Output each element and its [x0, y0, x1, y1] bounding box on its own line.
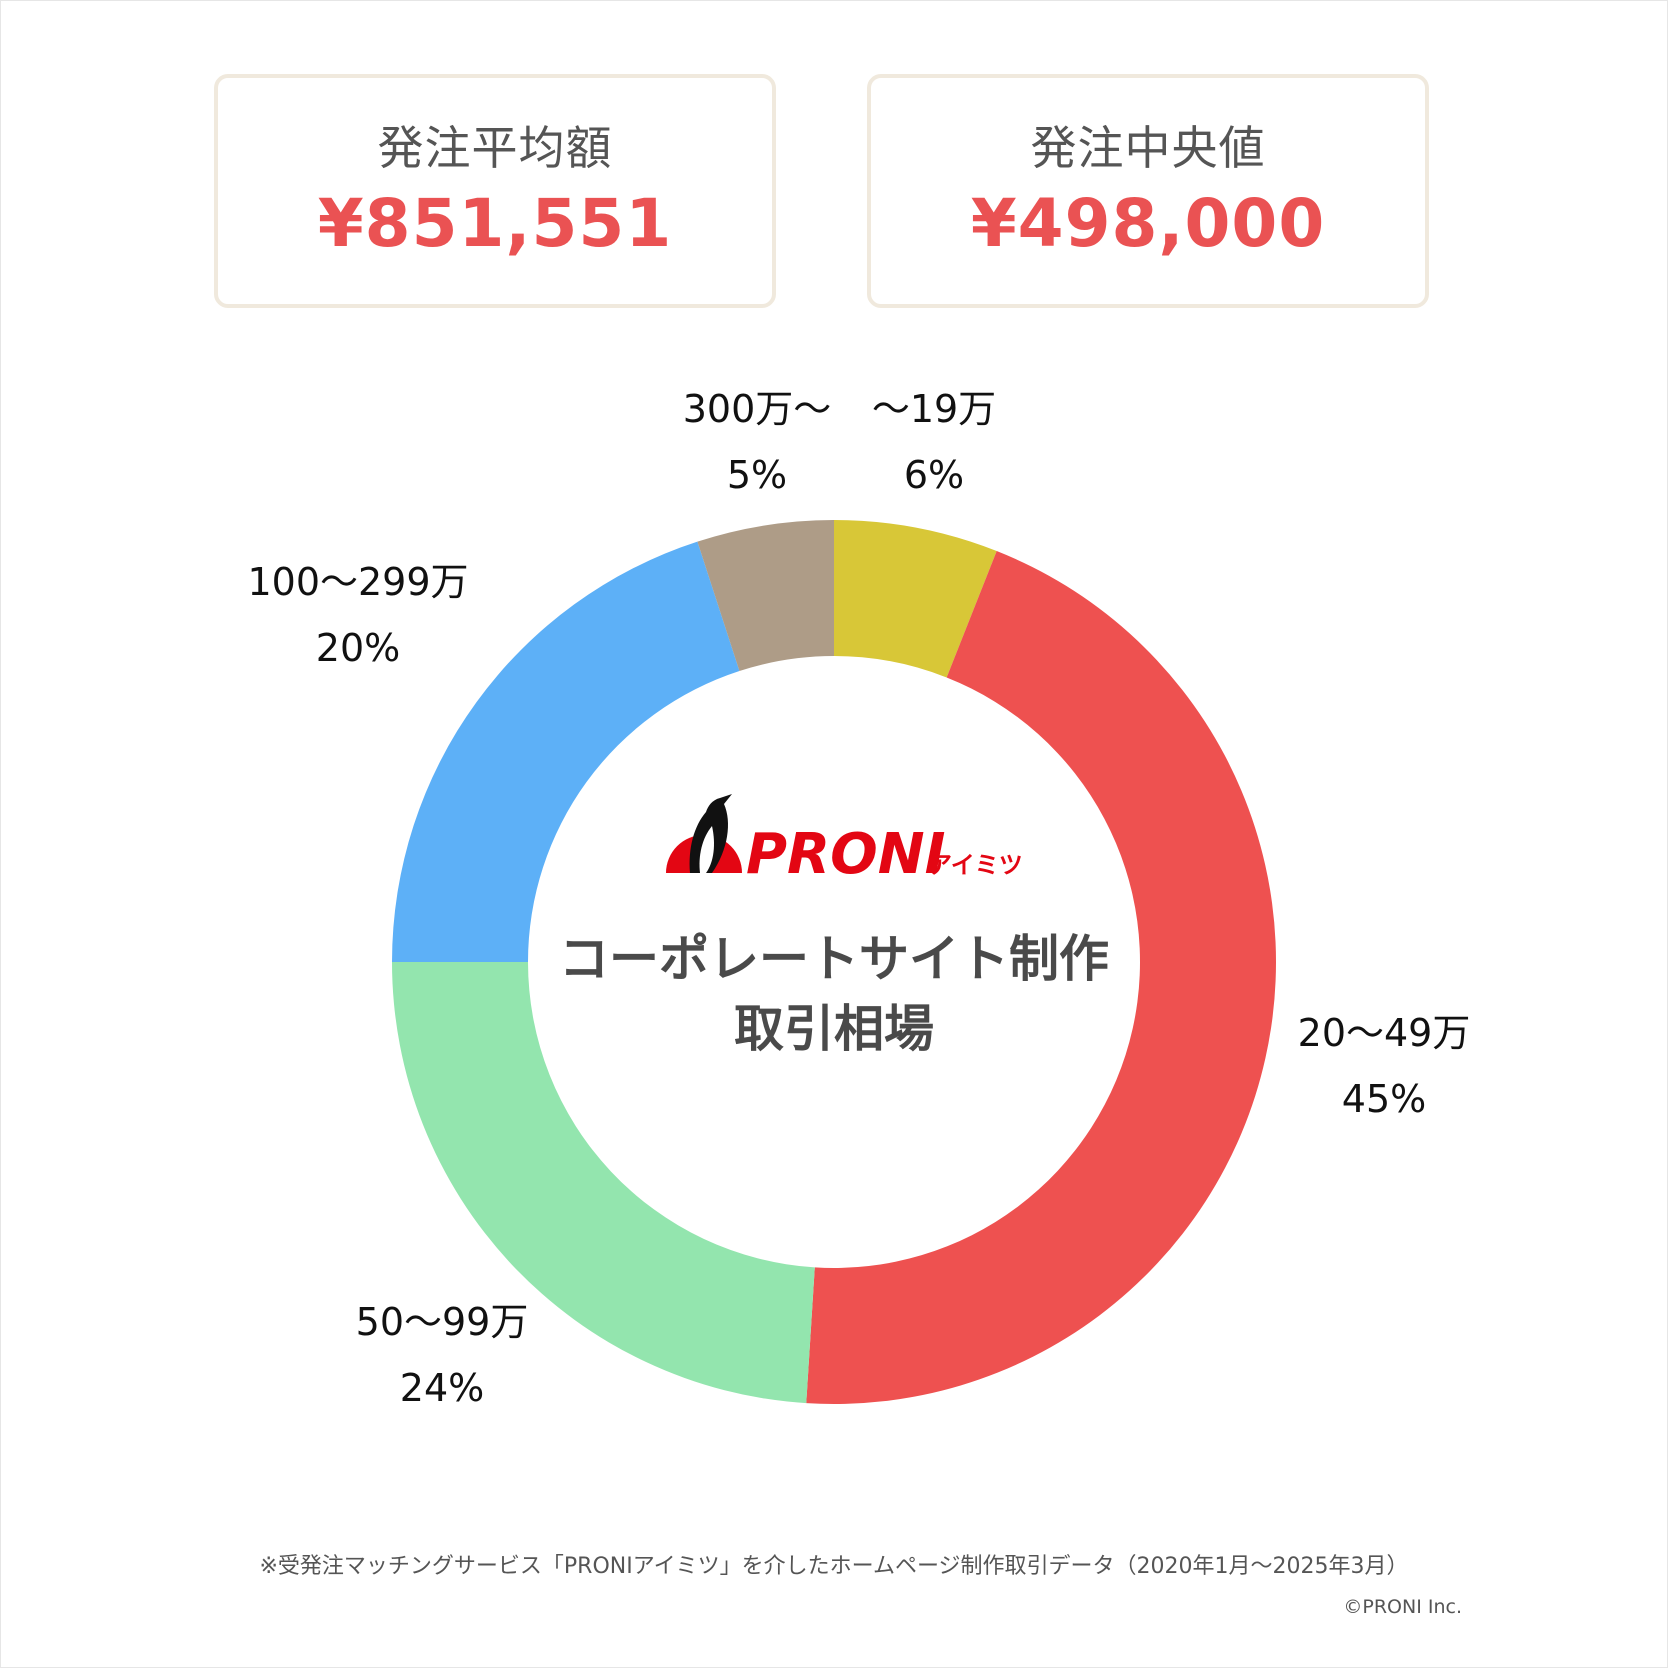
slice-category-label-4: 300万〜	[683, 387, 832, 431]
center-title-line1: コーポレートサイト制作	[559, 930, 1109, 988]
copyright: ©PRONI Inc.	[1343, 1596, 1462, 1618]
median-amount-card: 発注中央値 ¥498,000	[867, 74, 1429, 308]
slice-3	[392, 541, 740, 962]
median-amount-value: ¥498,000	[970, 185, 1326, 262]
logo-wordmark: PRONI	[746, 822, 945, 887]
slice-4	[697, 520, 834, 671]
average-amount-card: 発注平均額 ¥851,551	[214, 74, 776, 308]
slice-0	[834, 520, 997, 678]
slice-value-label-2: 24%	[400, 1366, 484, 1410]
chart-slices	[392, 520, 1276, 1404]
slice-value-label-0: 6%	[904, 453, 964, 497]
slice-category-label-0: 〜19万	[872, 387, 996, 431]
average-amount-value: ¥851,551	[317, 185, 673, 262]
average-amount-label: 発注平均額	[377, 121, 613, 175]
slice-category-label-3: 100〜299万	[247, 560, 468, 604]
slice-value-label-3: 20%	[316, 626, 400, 670]
proni-logo: PRONI アイミツ	[666, 794, 1023, 887]
slice-category-label-2: 50〜99万	[356, 1300, 529, 1344]
chart-labels: 〜19万 6% 20〜49万 45% 50〜99万 24% 100〜299万 20% 300万〜…	[247, 387, 1470, 1410]
logo-kana: アイミツ	[928, 851, 1023, 879]
slice-value-label-1: 45%	[1342, 1077, 1426, 1121]
slice-1	[806, 551, 1276, 1404]
slice-2	[392, 962, 815, 1404]
median-amount-label: 発注中央値	[1030, 121, 1266, 175]
center-title-line2: 取引相場	[734, 1000, 934, 1058]
slice-category-label-1: 20〜49万	[1298, 1011, 1471, 1055]
footnote: ※受発注マッチングサービス「PRONIアイミツ」を介したホームページ制作取引デー…	[259, 1554, 1409, 1579]
slice-value-label-4: 5%	[727, 453, 787, 497]
